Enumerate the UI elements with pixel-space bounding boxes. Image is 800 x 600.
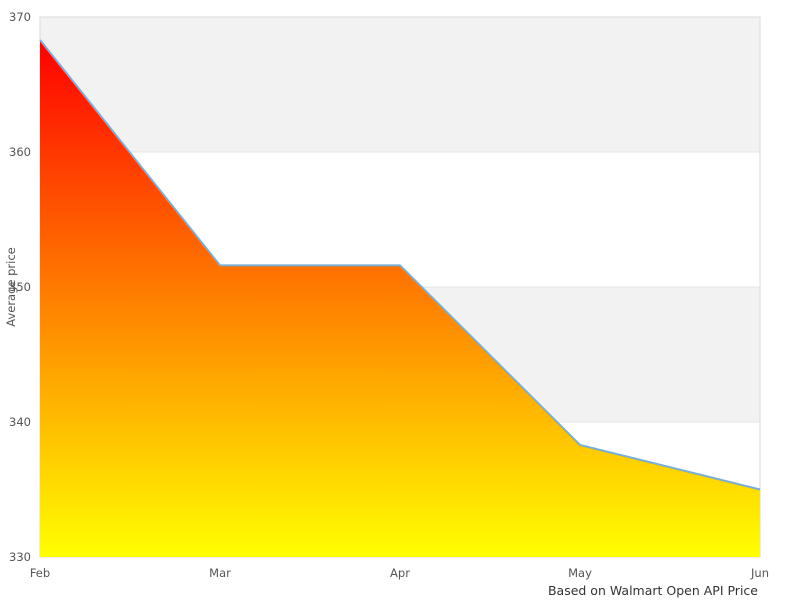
y-tick-label-370: 370 (9, 10, 31, 24)
y-tick-label-330: 330 (9, 550, 31, 564)
price-area-series (40, 39, 760, 557)
plot-band (40, 17, 760, 152)
y-axis-title: Average price (4, 247, 18, 327)
x-tick-label-mar: Mar (209, 566, 231, 580)
y-tick-label-360: 360 (9, 145, 31, 159)
x-tick-label-may: May (568, 566, 592, 580)
x-tick-label-apr: Apr (390, 566, 410, 580)
y-tick-label-350: 350 (9, 280, 31, 294)
y-tick-label-340: 340 (9, 415, 31, 429)
price-line-series (39, 39, 761, 491)
x-tick-label-jun: Jun (751, 566, 769, 580)
chart-source-caption: Based on Walmart Open API Price (547, 583, 758, 598)
x-tick-label-feb: Feb (29, 566, 51, 580)
